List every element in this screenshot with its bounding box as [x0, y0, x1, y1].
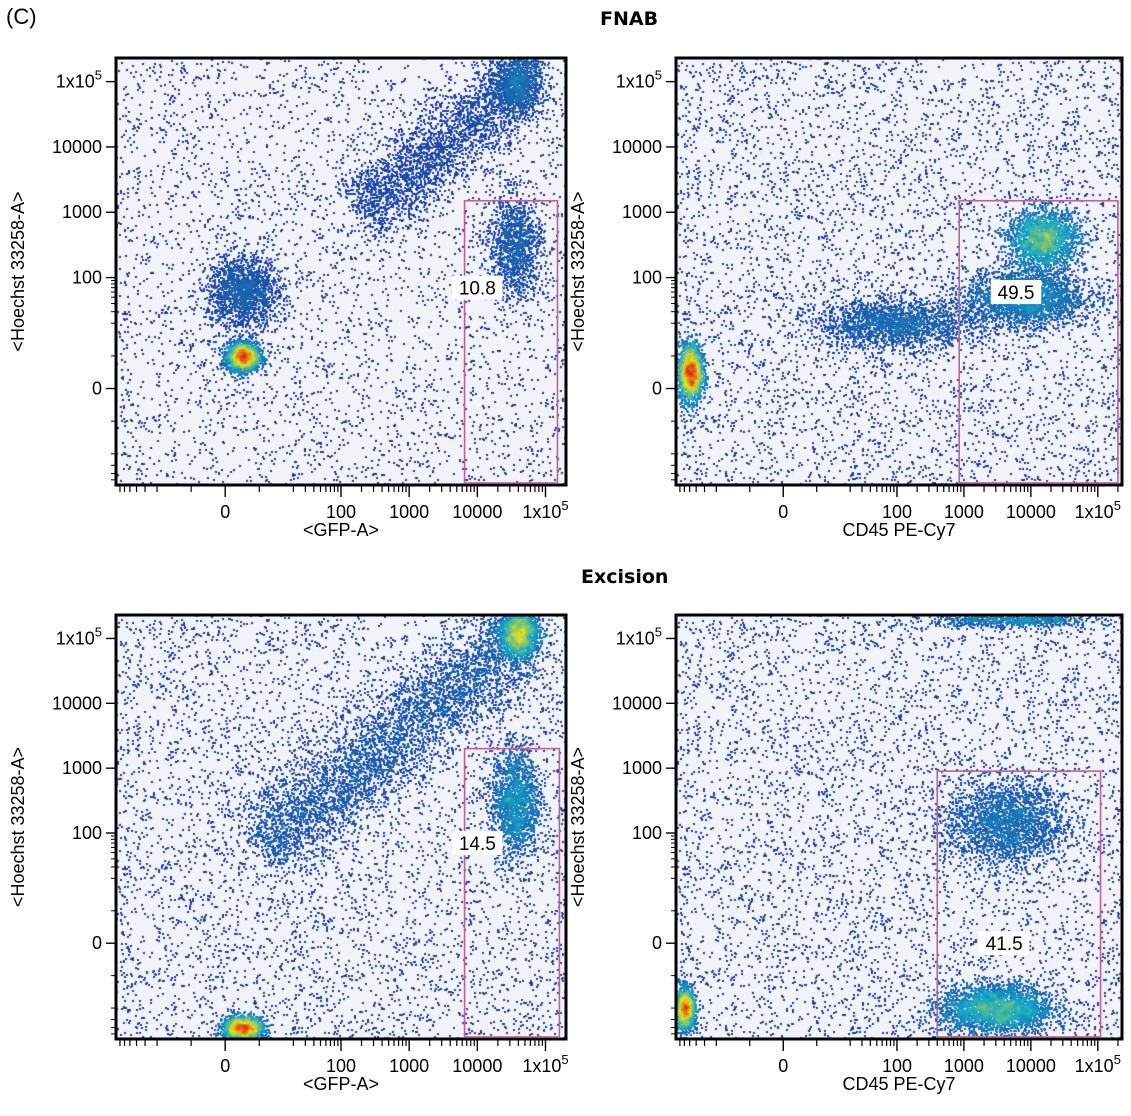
gate-label-box — [452, 275, 503, 300]
gate-rectangle — [958, 199, 1119, 484]
scatter-panel-3: 14.5 0 100 1000 10000 1x105 <GFP-A> 0 100 1000 100… — [8, 613, 569, 1094]
y-tick-label: 0 — [652, 379, 662, 399]
x-tick-label: 1x105 — [1075, 498, 1121, 522]
x-tick-label: 1000 — [944, 1056, 984, 1076]
x-tick-label: 100 — [326, 1056, 356, 1076]
gate-percentage: 14.5 — [459, 834, 496, 855]
y-tick-label: 100 — [632, 268, 662, 288]
density-dots — [676, 58, 1122, 485]
y-axis-title: <Hoechst 33258-A> — [568, 191, 588, 351]
y-axis: 0 100 1000 10000 1x105 <Hoechst 33258-A> — [568, 624, 676, 1035]
x-tick-label: 0 — [778, 1056, 788, 1076]
y-tick-label: 100 — [632, 823, 662, 843]
gate-label-box — [979, 931, 1030, 956]
x-tick-label: 1x105 — [522, 498, 568, 522]
x-tick-label: 100 — [882, 1056, 912, 1076]
x-tick-label: 0 — [220, 1056, 230, 1076]
x-axis-title: <GFP-A> — [303, 1074, 379, 1094]
y-tick-label: 0 — [652, 933, 662, 953]
y-tick-label: 100 — [72, 268, 102, 288]
x-tick-label: 10000 — [1006, 1056, 1056, 1076]
gate-label-box — [452, 831, 503, 856]
plot-frame — [674, 613, 1124, 1041]
y-tick-label: 1000 — [62, 758, 102, 778]
y-tick-label: 1x105 — [56, 624, 102, 648]
density-dots — [116, 615, 566, 1039]
gate-rectangle — [936, 770, 1102, 1038]
y-axis: 0 100 1000 10000 1x105 <Hoechst 33258-A> — [8, 624, 116, 1035]
x-axis: 0 100 1000 10000 1x105 CD45 PE-Cy7 — [679, 1039, 1121, 1094]
gate-percentage: 41.5 — [986, 934, 1023, 955]
y-axis-title: <Hoechst 33258-A> — [8, 747, 28, 907]
x-axis-title: CD45 PE-Cy7 — [842, 1074, 955, 1094]
gate-rectangle — [463, 199, 559, 484]
x-tick-label: 100 — [326, 502, 356, 522]
x-tick-label: 1x105 — [522, 1052, 568, 1076]
x-tick-label: 0 — [220, 502, 230, 522]
y-tick-label: 1x105 — [56, 68, 102, 92]
x-tick-label: 10000 — [1006, 502, 1056, 522]
y-tick-label: 1x105 — [616, 624, 662, 648]
y-tick-label: 1000 — [62, 202, 102, 222]
density-dots — [116, 58, 566, 485]
section-title-fnab: FNAB — [600, 8, 659, 30]
gate-rectangle — [463, 747, 561, 1038]
y-tick-label: 10000 — [52, 137, 102, 157]
x-axis-title: CD45 PE-Cy7 — [842, 520, 955, 540]
x-tick-label: 1000 — [389, 1056, 429, 1076]
y-tick-label: 10000 — [612, 137, 662, 157]
plot-frame — [674, 56, 1124, 487]
y-axis: 0 100 1000 10000 1x105 <Hoechst 33258-A> — [568, 68, 676, 481]
x-axis: 0 100 1000 10000 1x105 <GFP-A> — [119, 485, 569, 540]
y-tick-label: 10000 — [612, 693, 662, 713]
scatter-panel-2: 49.5 0 100 1000 10000 1x105 CD45 PE-Cy7 0 100 100… — [568, 56, 1124, 540]
density-dots — [676, 615, 1122, 1039]
gate-label-box — [990, 280, 1042, 305]
scatter-panel-4: 41.5 0 100 1000 10000 1x105 CD45 PE-Cy7 0 100 100… — [568, 613, 1124, 1094]
x-tick-label: 10000 — [452, 1056, 502, 1076]
y-axis-title: <Hoechst 33258-A> — [568, 747, 588, 907]
section-title-excision: Excision — [581, 566, 669, 588]
y-tick-label: 100 — [72, 823, 102, 843]
x-axis: 0 100 1000 10000 1x105 CD45 PE-Cy7 — [679, 485, 1121, 540]
x-tick-label: 100 — [882, 502, 912, 522]
y-tick-label: 0 — [92, 933, 102, 953]
x-tick-label: 1000 — [389, 502, 429, 522]
y-axis: 0 100 1000 10000 1x105 <Hoechst 33258-A> — [8, 68, 116, 481]
y-axis-title: <Hoechst 33258-A> — [8, 191, 28, 351]
scatter-panel-1: 10.8 0 100 1000 10000 1x105 <GFP-A> 0 100 1000 100… — [8, 56, 569, 540]
y-tick-label: 1x105 — [616, 68, 662, 92]
x-axis: 0 100 1000 10000 1x105 <GFP-A> — [119, 1039, 569, 1094]
x-tick-label: 1x105 — [1075, 1052, 1121, 1076]
x-tick-label: 10000 — [452, 502, 502, 522]
y-tick-label: 0 — [92, 379, 102, 399]
gate-percentage: 10.8 — [459, 279, 496, 300]
y-tick-label: 1000 — [622, 758, 662, 778]
gate-percentage: 49.5 — [998, 283, 1035, 304]
y-tick-label: 10000 — [52, 693, 102, 713]
x-tick-label: 0 — [778, 502, 788, 522]
x-tick-label: 1000 — [944, 502, 984, 522]
y-tick-label: 1000 — [622, 202, 662, 222]
x-axis-title: <GFP-A> — [303, 520, 379, 540]
panel-letter: (C) — [6, 4, 37, 29]
